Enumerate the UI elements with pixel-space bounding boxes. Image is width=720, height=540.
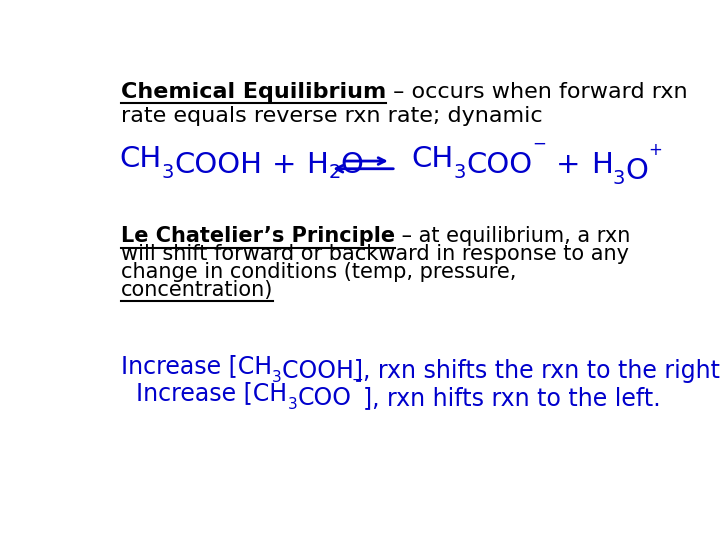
Text: 3: 3 xyxy=(272,370,282,384)
Text: −: − xyxy=(532,135,546,153)
Text: O: O xyxy=(341,151,364,179)
Text: 3: 3 xyxy=(162,163,174,182)
Text: H: H xyxy=(307,151,328,179)
Text: will shift forward or backward in response to any: will shift forward or backward in respon… xyxy=(121,244,629,264)
Text: 2: 2 xyxy=(328,163,341,182)
Text: COOH], rxn shifts the rxn to the right.: COOH], rxn shifts the rxn to the right. xyxy=(282,359,720,383)
Text: rate equals reverse rxn rate; dynamic: rate equals reverse rxn rate; dynamic xyxy=(121,106,543,126)
Text: O: O xyxy=(341,151,364,179)
Text: CH: CH xyxy=(120,145,162,173)
Text: COOH: COOH xyxy=(174,151,262,179)
Text: COO: COO xyxy=(467,151,532,179)
Text: 3: 3 xyxy=(613,169,625,188)
Text: change in conditions (temp, pressure,: change in conditions (temp, pressure, xyxy=(121,262,516,282)
Text: COO: COO xyxy=(467,151,532,179)
Text: +: + xyxy=(557,151,581,179)
Text: H: H xyxy=(590,151,613,179)
Text: 2: 2 xyxy=(328,163,341,182)
Text: 3: 3 xyxy=(287,396,297,411)
Text: Chemical Equilibrium: Chemical Equilibrium xyxy=(121,82,386,102)
Text: Increase [CH: Increase [CH xyxy=(137,381,287,405)
Text: 3: 3 xyxy=(454,163,467,182)
Text: +: + xyxy=(272,151,297,179)
Text: CH: CH xyxy=(412,145,454,173)
Text: COO: COO xyxy=(297,386,351,410)
Text: CH: CH xyxy=(412,145,454,173)
Text: +: + xyxy=(648,141,662,159)
Text: H: H xyxy=(590,151,613,179)
Text: concentration): concentration) xyxy=(121,280,274,300)
Text: – at equilibrium, a rxn: – at equilibrium, a rxn xyxy=(395,226,631,246)
Text: 3: 3 xyxy=(454,163,467,182)
Text: 3: 3 xyxy=(287,396,297,411)
Text: COOH: COOH xyxy=(174,151,262,179)
Text: −: − xyxy=(351,373,363,387)
Text: CH: CH xyxy=(120,145,162,173)
Text: O: O xyxy=(625,157,648,185)
Text: Increase [CH: Increase [CH xyxy=(121,354,272,378)
Text: 3: 3 xyxy=(613,169,625,188)
Text: 3: 3 xyxy=(162,163,174,182)
Text: H: H xyxy=(307,151,328,179)
Text: −: − xyxy=(532,135,546,153)
Text: O: O xyxy=(625,157,648,185)
Text: – occurs when forward rxn: – occurs when forward rxn xyxy=(386,82,688,102)
Text: 3: 3 xyxy=(272,370,282,384)
Text: ], rxn hifts rxn to the left.: ], rxn hifts rxn to the left. xyxy=(363,386,661,410)
Text: Le Chatelier’s Principle: Le Chatelier’s Principle xyxy=(121,226,395,246)
